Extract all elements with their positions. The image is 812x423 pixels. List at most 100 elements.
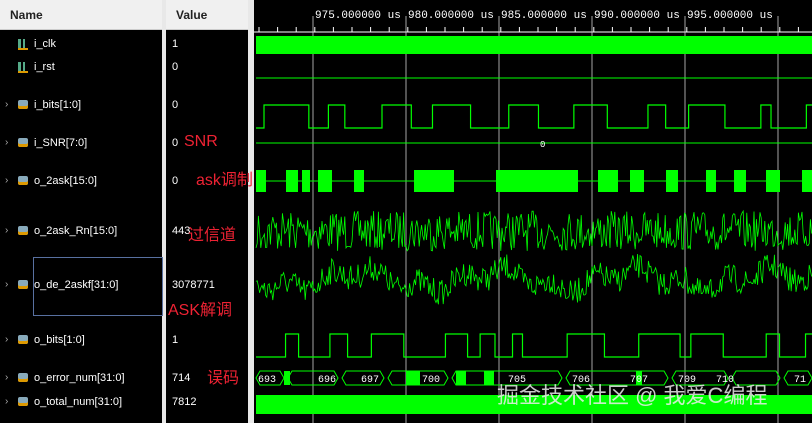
o-error-num-glitch [636, 371, 642, 385]
signal-name: o_error_num[31:0] [34, 372, 125, 384]
signal-name: i_clk [34, 38, 57, 50]
signal-value-row: 7812 [166, 393, 248, 411]
o-de-2askf-wave [255, 253, 812, 305]
o-error-num-segment [565, 370, 669, 386]
o-error-num-value: 706 [572, 375, 590, 386]
ruler-label: 990.000000 us [594, 10, 680, 22]
o-error-num-value: 697 [361, 375, 379, 386]
signal-value-row: 0 [166, 58, 248, 76]
signal-row-o-2ask[interactable]: › o_2ask[15:0] [0, 172, 162, 190]
o-2ask-burst [598, 170, 618, 192]
signal-name: o_2ask_Rn[15:0] [34, 225, 118, 237]
o-2ask-rn-wave [255, 209, 812, 252]
signal-value: 3078771 [172, 279, 215, 291]
o-error-num-value: 710 [716, 375, 734, 386]
expand-chevron-icon[interactable]: › [5, 225, 9, 236]
signal-value: 0 [172, 99, 179, 111]
signal-value: 0 [172, 137, 179, 149]
expand-chevron-icon[interactable]: › [5, 396, 9, 407]
signal-value: 7812 [172, 396, 197, 408]
o-2ask-burst [666, 170, 678, 192]
bus-signal-icon [18, 176, 28, 185]
expand-chevron-icon[interactable]: › [5, 137, 9, 148]
bus-signal-icon [18, 280, 28, 289]
signal-row-o-de-2askf[interactable]: › o_de_2askf[31:0] [0, 276, 162, 294]
signal-row-i-bits[interactable]: › i_bits[1:0] [0, 96, 162, 114]
bus-signal-icon [18, 226, 28, 235]
o-2ask-burst [256, 170, 266, 192]
annotation-ask-demod: ASK解调 [168, 302, 233, 319]
i-snr-bus-value: 0 [540, 140, 545, 150]
signal-value-row: 0 [166, 134, 248, 152]
bus-signal-icon [18, 335, 28, 344]
ruler-label: 995.000000 us [687, 10, 773, 22]
signal-value: 1 [172, 334, 179, 346]
signal-name: i_rst [34, 61, 55, 73]
signal-row-o-total-num[interactable]: › o_total_num[31:0] [0, 393, 162, 411]
signal-value: 1 [172, 38, 179, 50]
expand-chevron-icon[interactable]: › [5, 372, 9, 383]
o-error-num-value: 705 [508, 375, 526, 386]
o-error-num-glitch [484, 371, 494, 385]
annotation-snr: SNR [184, 133, 218, 150]
o-total-num-wave [256, 395, 812, 414]
o-2ask-burst [630, 170, 644, 192]
o-error-num-glitch [456, 371, 466, 385]
o-2ask-burst [286, 170, 298, 192]
signal-value: 443 [172, 225, 191, 237]
o-error-num-segment [341, 370, 385, 386]
o-error-num-glitch [406, 371, 420, 385]
signal-row-i-snr[interactable]: › i_SNR[7:0] [0, 134, 162, 152]
signal-row-i-rst[interactable]: i_rst [0, 58, 162, 76]
watermark: 掘金技术社区 @ 我爱C编程 [497, 383, 768, 408]
o-error-num-value: 71 [794, 375, 806, 386]
wave-splitter[interactable] [248, 0, 254, 423]
o-2ask-burst [354, 170, 364, 192]
signal-row-o-2ask-rn[interactable]: › o_2ask_Rn[15:0] [0, 222, 162, 240]
signal-value-row: 714 [166, 369, 248, 387]
signal-row-o-error-num[interactable]: › o_error_num[31:0] [0, 369, 162, 387]
bus-signal-icon [18, 138, 28, 147]
signal-name: i_bits[1:0] [34, 99, 82, 111]
annotation-error: 误码 [207, 370, 240, 387]
signal-value: 0 [172, 61, 179, 73]
o-2ask-burst [318, 170, 332, 192]
i-clk-wave [256, 36, 812, 54]
o-error-num-segment [287, 370, 339, 386]
o-2ask-burst [496, 170, 578, 192]
ruler-label: 980.000000 us [408, 10, 494, 22]
value-column-header[interactable]: Value [166, 0, 248, 30]
o-error-num-value: 707 [630, 375, 648, 386]
signal-row-o-bits[interactable]: › o_bits[1:0] [0, 331, 162, 349]
signal-value-row: 1 [166, 35, 248, 53]
signal-value: 714 [172, 372, 191, 384]
logic-signal-icon [18, 62, 28, 73]
signal-name: o_de_2askf[31:0] [34, 279, 119, 291]
column-splitter[interactable] [162, 0, 166, 423]
bus-signal-icon [18, 397, 28, 406]
o-error-num-glitch [284, 371, 290, 385]
signal-value: 0 [172, 175, 179, 187]
signal-name: i_SNR[7:0] [34, 137, 88, 149]
name-column-header[interactable]: Name [0, 0, 162, 30]
bus-signal-icon [18, 100, 28, 109]
o-bits-wave [256, 333, 812, 358]
expand-chevron-icon[interactable]: › [5, 279, 9, 290]
bus-signal-icon [18, 373, 28, 382]
waveform-canvas[interactable]: 975.000000 us 980.000000 us 985.000000 us 9… [254, 0, 812, 423]
o-2ask-burst [302, 170, 310, 192]
expand-chevron-icon[interactable]: › [5, 334, 9, 345]
expand-chevron-icon[interactable]: › [5, 99, 9, 110]
o-error-num-segment [783, 370, 812, 386]
signal-row-i-clk[interactable]: i_clk [0, 35, 162, 53]
o-error-num-value: 693 [258, 375, 276, 386]
signal-value-row: 1 [166, 331, 248, 349]
selection-highlight-box [33, 257, 163, 316]
o-error-num-value: 700 [422, 375, 440, 386]
expand-chevron-icon[interactable]: › [5, 175, 9, 186]
ruler-label: 985.000000 us [501, 10, 587, 22]
signal-value-row: 0 [166, 172, 248, 190]
o-2ask-burst [414, 170, 454, 192]
signal-name: o_bits[1:0] [34, 334, 85, 346]
logic-signal-icon [18, 39, 28, 50]
